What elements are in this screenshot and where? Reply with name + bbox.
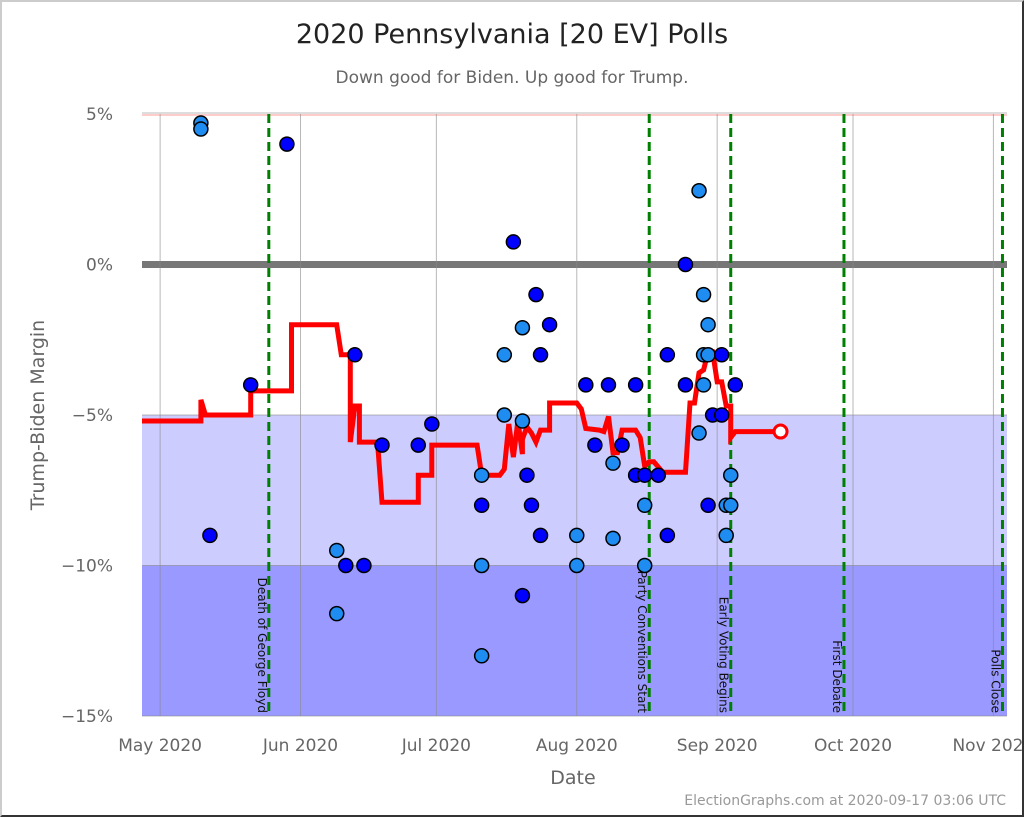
- event-label: Polls Close: [988, 649, 1002, 713]
- y-tick-label: −5%: [72, 406, 113, 426]
- event-label: Death of George Floyd: [255, 578, 269, 713]
- poll-point: [700, 497, 716, 514]
- poll-point: [328, 542, 345, 559]
- poll-point: [202, 527, 218, 544]
- poll-point: [578, 377, 594, 393]
- poll-point: [700, 347, 716, 363]
- poll-point: [713, 407, 730, 423]
- poll-point: [410, 437, 427, 453]
- average-line-group: [142, 322, 789, 505]
- x-tick-label: Sep 2020: [677, 736, 758, 756]
- poll-point: [374, 437, 390, 453]
- poll-point: [532, 347, 549, 363]
- poll-point: [600, 377, 617, 393]
- poll-point: [496, 407, 513, 423]
- y-tick-label: −10%: [61, 557, 113, 577]
- poll-point: [519, 467, 535, 483]
- y-tick-label: −15%: [61, 707, 113, 727]
- average-current-marker: [772, 423, 789, 440]
- poll-point: [338, 557, 354, 574]
- poll-point: [514, 319, 531, 336]
- poll-point: [473, 467, 490, 483]
- poll-point: [473, 557, 490, 574]
- event-markers: Death of George Floyd Party Conventions S…: [255, 114, 1004, 716]
- poll-point: [691, 425, 707, 441]
- poll-point: [636, 497, 653, 514]
- poll-point: [691, 183, 707, 199]
- x-tick-label: May 2020: [118, 736, 202, 756]
- poll-point: [505, 234, 522, 250]
- poll-point: [695, 377, 712, 393]
- poll-point: [636, 557, 653, 574]
- poll-point: [722, 467, 739, 483]
- poll-point: [650, 467, 667, 483]
- band-1: [142, 565, 1007, 716]
- event-label: Early Voting Begins: [717, 597, 731, 713]
- poll-point: [636, 467, 653, 483]
- poll-point: [242, 377, 259, 393]
- poll-point: [473, 648, 490, 664]
- x-tick-label: Oct 2020: [814, 736, 892, 756]
- poll-point: [605, 530, 621, 547]
- event-label: Party Conventions Start: [635, 571, 649, 714]
- poll-point: [569, 557, 585, 574]
- footer-credit: ElectionGraphs.com at 2020-09-17 03:06 U…: [684, 793, 1006, 809]
- poll-point: [718, 527, 734, 544]
- x-axis-label: Date: [550, 767, 595, 789]
- y-axis-label: Trump-Biden Margin: [27, 320, 49, 511]
- x-tick-label: Aug 2020: [536, 736, 618, 756]
- poll-point: [695, 286, 712, 303]
- x-tick-label: Jun 2020: [262, 736, 338, 756]
- gridlines: [142, 112, 1007, 717]
- chart-title: 2020 Pennsylvania [20 EV] Polls: [296, 19, 728, 50]
- poll-point: [514, 413, 531, 429]
- poll-point: [700, 316, 716, 333]
- poll-point: [193, 121, 209, 137]
- poll-point: [727, 377, 744, 393]
- average-line: [142, 322, 781, 505]
- x-tick-label: Jul 2020: [401, 736, 471, 756]
- y-tick-label: 0%: [86, 256, 113, 276]
- poll-point: [587, 437, 603, 453]
- poll-point: [424, 416, 440, 432]
- poll-point: [356, 557, 372, 574]
- band-0: [142, 415, 1007, 566]
- poll-point: [496, 347, 513, 363]
- poll-point: [514, 587, 531, 604]
- poll-point: [279, 136, 295, 152]
- poll-point: [659, 347, 676, 363]
- poll-point: [532, 527, 549, 544]
- axis-ticks: 5% 0% −5% −10% −15%May 2020 Jun 2020 Jul 2020 A…: [61, 105, 1024, 756]
- poll-point: [328, 605, 345, 622]
- poll-point: [722, 497, 739, 514]
- poll-point: [659, 527, 676, 544]
- poll-point: [523, 497, 540, 514]
- poll-point: [713, 347, 730, 363]
- x-tick-label: Nov 2020: [952, 736, 1024, 756]
- poll-point: [569, 527, 585, 544]
- poll-point: [347, 347, 363, 363]
- poll-point: [677, 377, 694, 393]
- poll-point: [473, 497, 490, 514]
- poll-point: [614, 437, 630, 453]
- event-label: First Debate: [830, 640, 844, 713]
- y-tick-label: 5%: [86, 105, 113, 125]
- poll-point: [541, 316, 558, 333]
- poll-points: [193, 115, 744, 664]
- poll-point: [605, 455, 621, 471]
- poll-point: [677, 256, 694, 273]
- poll-point: [627, 377, 644, 393]
- poll-point: [528, 286, 544, 303]
- chart-subtitle: Down good for Biden. Up good for Trump.: [336, 68, 689, 88]
